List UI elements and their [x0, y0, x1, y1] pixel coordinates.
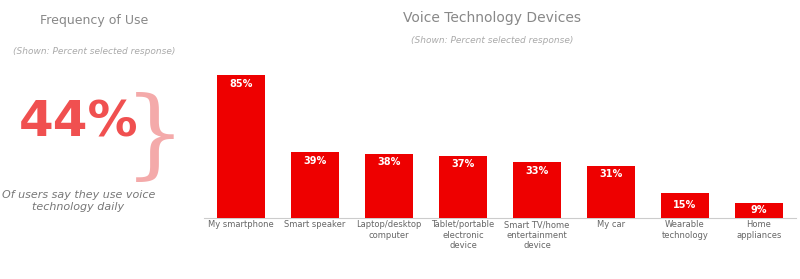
- Text: Of users say they use voice
technology daily: Of users say they use voice technology d…: [2, 190, 155, 212]
- Text: Frequency of Use: Frequency of Use: [40, 14, 148, 27]
- Bar: [217, 75, 265, 218]
- Bar: [365, 154, 413, 218]
- Text: 15%: 15%: [674, 200, 697, 210]
- Text: 85%: 85%: [230, 79, 253, 89]
- Bar: [291, 152, 339, 218]
- Text: (Shown: Percent selected response): (Shown: Percent selected response): [13, 47, 175, 56]
- Bar: [735, 203, 783, 218]
- Text: 38%: 38%: [378, 157, 401, 167]
- Text: 31%: 31%: [599, 169, 622, 179]
- Bar: [587, 166, 635, 218]
- Text: (Shown: Percent selected response): (Shown: Percent selected response): [411, 36, 573, 45]
- Text: 39%: 39%: [303, 156, 326, 166]
- Text: 33%: 33%: [526, 166, 549, 176]
- Text: 37%: 37%: [451, 159, 474, 169]
- Bar: [513, 162, 561, 218]
- Text: 9%: 9%: [750, 205, 767, 215]
- Text: 44%: 44%: [18, 99, 138, 147]
- Bar: [661, 193, 709, 218]
- Bar: [439, 156, 487, 218]
- Text: Voice Technology Devices: Voice Technology Devices: [403, 11, 581, 25]
- Text: }: }: [124, 93, 186, 186]
